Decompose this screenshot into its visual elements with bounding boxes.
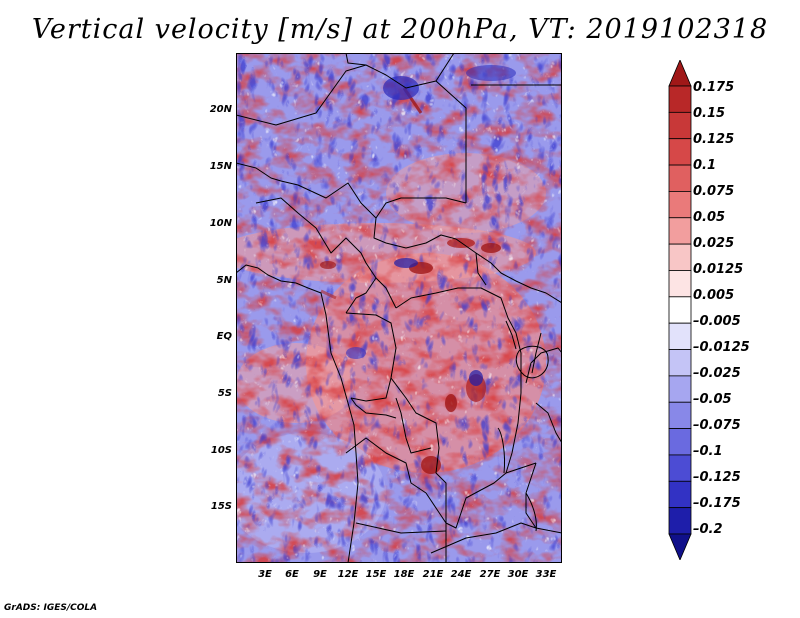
- colorbar-label-0-125: 0.125: [693, 132, 735, 147]
- lon-label-21e: 21E: [422, 569, 444, 580]
- colorbar-bin-6: [668, 217, 692, 245]
- lon-label-3e: 3E: [258, 569, 272, 580]
- colorbar-bin-3: [668, 138, 692, 166]
- colorbar-bin-13: [668, 401, 692, 429]
- colorbar-bin-4: [668, 164, 692, 192]
- lat-label-5n: 5N: [216, 275, 232, 286]
- colorbar-bin-12: [668, 375, 692, 403]
- colorbar-label-neg-0-025: –0.025: [693, 366, 741, 381]
- lon-label-27e: 27E: [479, 569, 501, 580]
- lat-label-eq: EQ: [216, 331, 232, 342]
- lat-label-15s: 15S: [210, 501, 232, 512]
- colorbar-bin-15: [668, 454, 692, 482]
- colorbar-bin-1: [668, 85, 692, 113]
- velocity-map: [236, 53, 562, 563]
- lat-label-20n: 20N: [209, 104, 232, 115]
- lat-label-5s: 5S: [217, 388, 232, 399]
- colorbar-label-0-025: 0.025: [693, 236, 735, 251]
- lat-label-10s: 10S: [210, 445, 232, 456]
- colorbar-label-neg-0-125: –0.125: [693, 470, 741, 485]
- colorbar-bin-14: [668, 428, 692, 456]
- colorbar-label-neg-0-005: –0.005: [693, 314, 741, 329]
- colorbar-label-0-1: 0.1: [693, 158, 717, 173]
- colorbar-bin-18: [668, 533, 692, 560]
- colorbar-bin-17: [668, 507, 692, 535]
- lon-label-30e: 30E: [507, 569, 529, 580]
- credit-text: GrADS: IGES/COLA: [4, 603, 98, 613]
- lon-label-24e: 24E: [450, 569, 472, 580]
- colorbar-bin-8: [668, 270, 692, 298]
- colorbar-bin-11: [668, 349, 692, 377]
- lon-label-33e: 33E: [535, 569, 557, 580]
- lon-label-12e: 12E: [337, 569, 359, 580]
- lon-label-9e: 9E: [313, 569, 327, 580]
- colorbar-label-0-175: 0.175: [693, 80, 735, 95]
- lat-label-15n: 15N: [209, 161, 232, 172]
- colorbar-bin-7: [668, 243, 692, 271]
- lon-label-6e: 6E: [285, 569, 299, 580]
- colorbar-bin-5: [668, 191, 692, 219]
- colorbar-label-0-005: 0.005: [693, 288, 735, 303]
- lon-label-15e: 15E: [365, 569, 387, 580]
- colorbar-label-0-05: 0.05: [693, 210, 726, 225]
- colorbar-label-neg-0-075: –0.075: [693, 418, 741, 433]
- colorbar-label-neg-0-0125: –0.0125: [693, 340, 750, 355]
- colorbar-label-neg-0-2: –0.2: [693, 522, 723, 537]
- colorbar-label-0-15: 0.15: [693, 106, 726, 121]
- colorbar-bin-16: [668, 480, 692, 509]
- colorbar-bin-9: [668, 296, 692, 324]
- lon-label-18e: 18E: [393, 569, 415, 580]
- colorbar-bin-10: [668, 322, 692, 350]
- colorbar-label-neg-0-05: –0.05: [693, 392, 732, 407]
- lat-label-10n: 10N: [209, 218, 232, 229]
- colorbar-label-neg-0-175: –0.175: [693, 496, 741, 511]
- map-title: Vertical velocity [m/s] at 200hPa, VT: 2…: [31, 14, 769, 45]
- colorbar-label-0-075: 0.075: [693, 184, 735, 199]
- colorbar-label-neg-0-1: –0.1: [693, 444, 723, 459]
- colorbar: [668, 60, 692, 560]
- colorbar-label-0-0125: 0.0125: [693, 262, 744, 277]
- colorbar-bin-2: [668, 111, 692, 140]
- colorbar-bin-0: [668, 60, 692, 87]
